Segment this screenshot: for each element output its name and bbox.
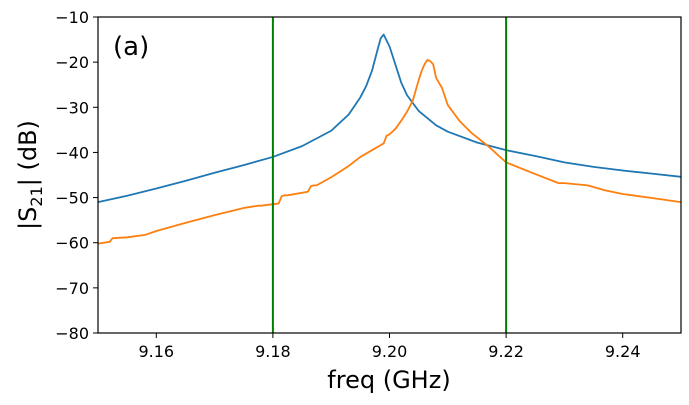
series-line-orange [97, 58, 682, 245]
y-tick-label: −50 [55, 189, 89, 208]
vertical-marker-lines [271, 17, 508, 333]
series-line-blue [97, 33, 682, 203]
x-axis-title: freq (GHz) [327, 366, 450, 394]
panel-label: (a) [113, 32, 149, 62]
x-tick-label: 9.22 [488, 342, 524, 361]
plot-frame [97, 16, 682, 334]
axis-ticks: 9.16 9.18 9.20 9.22 9.24 −80 −70 −60 −50 −40 −30 −2… [55, 8, 640, 361]
x-tick-label: 9.24 [605, 342, 641, 361]
y-tick-label: −60 [55, 234, 89, 253]
x-tick-label: 9.18 [255, 342, 291, 361]
y-tick-label: −30 [55, 98, 89, 117]
y-axis-title-suffix: | (dB) [14, 120, 42, 186]
y-axis-title-subscript: 21 [27, 186, 46, 206]
series-layer [97, 33, 682, 245]
y-tick-label: −40 [55, 143, 89, 162]
y-axis-title-prefix: |S [14, 207, 42, 230]
x-tick-label: 9.20 [372, 342, 408, 361]
y-tick-label: −70 [55, 279, 89, 298]
y-tick-label: −20 [55, 53, 89, 72]
y-tick-label: −80 [55, 324, 89, 343]
x-tick-label: 9.16 [138, 342, 174, 361]
y-tick-label: −10 [55, 8, 89, 27]
y-axis-title: |S21| (dB) [14, 120, 46, 230]
